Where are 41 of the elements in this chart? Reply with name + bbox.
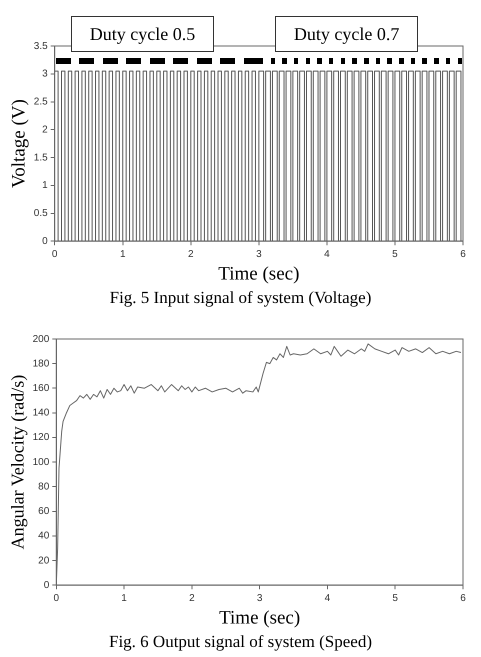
x-tick-label: 0 (54, 592, 60, 604)
y-tick-label: 2.5 (34, 96, 48, 108)
y-tick-label: 60 (38, 506, 50, 518)
text: Duty cycle 0.7 (275, 16, 418, 52)
y-tick-label: 180 (32, 358, 50, 370)
y-tick-label: 0 (44, 580, 50, 591)
x-tick-label: 6 (460, 248, 466, 260)
x-tick-label: 0 (52, 248, 58, 260)
text: Fig. 6 Output signal of system (Speed) (108, 632, 373, 652)
y-axis-title: Angular Velocity (rad/s) (8, 374, 28, 550)
y-tick-label: 80 (38, 481, 50, 492)
y-tick-label: 3 (42, 68, 48, 80)
y-tick-label: 2 (42, 124, 48, 136)
x-tick-label: 1 (120, 248, 126, 260)
y-tick-label: 20 (38, 555, 50, 566)
y-axis-title: Voltage (V) (8, 99, 30, 188)
x-tick-label: 3 (256, 592, 263, 604)
y-tick-label: 3.5 (34, 40, 48, 52)
y-tick-label: 100 (32, 456, 50, 468)
y-tick-label: 1.5 (34, 152, 48, 164)
x-tick-label: 6 (460, 592, 466, 604)
y-tick-label: 200 (32, 334, 50, 345)
x-axis-title: Time (sec) (219, 608, 300, 629)
y-tick-label: 120 (32, 432, 50, 444)
x-tick-label: 4 (324, 248, 330, 260)
x-tick-label: 5 (392, 592, 398, 604)
y-tick-label: 0 (42, 236, 48, 247)
y-tick-label: 1 (42, 180, 48, 192)
x-tick-label: 4 (324, 592, 331, 604)
x-tick-label: 2 (188, 248, 194, 260)
y-tick-label: 140 (32, 408, 50, 419)
text: Fig. 5 Input signal of system (Voltage) (108, 288, 372, 308)
text: Duty cycle 0.5 (71, 16, 214, 52)
x-tick-label: 1 (121, 592, 128, 604)
y-tick-label: 160 (32, 382, 50, 394)
x-tick-label: 5 (392, 248, 398, 260)
x-tick-label: 2 (189, 592, 196, 604)
x-axis-title: Time (sec) (218, 264, 300, 285)
x-tick-label: 3 (256, 248, 262, 260)
y-tick-label: 40 (38, 530, 50, 542)
y-tick-label: 0.5 (34, 208, 48, 220)
